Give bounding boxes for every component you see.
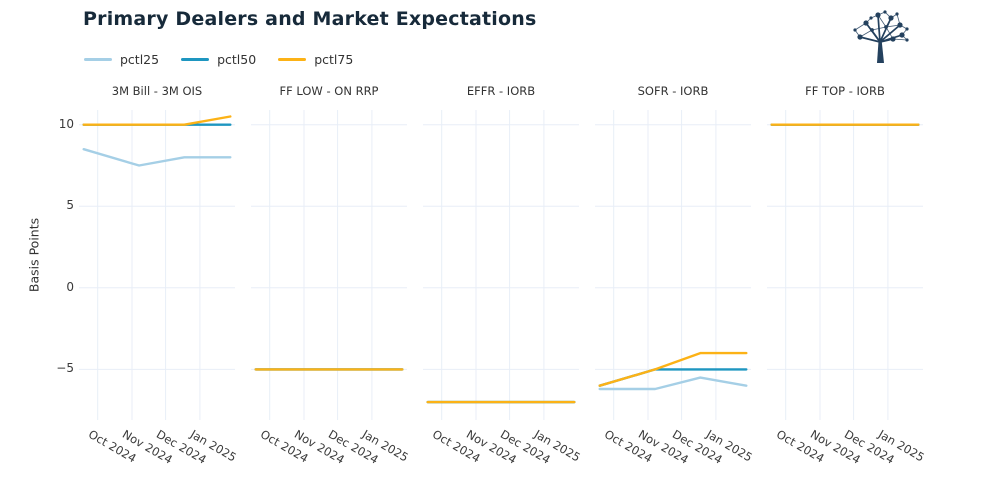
legend-line-swatch-pctl50 (181, 58, 210, 61)
series-line-pctl25 (598, 376, 748, 391)
facet-title: SOFR - IORB (637, 84, 709, 98)
y-tick-label: 0 (66, 279, 74, 294)
facet-plot-area[interactable] (595, 110, 751, 420)
legend-line-swatch-pctl75 (278, 58, 307, 61)
series-line-pctl25 (82, 148, 232, 167)
facet-plot-area[interactable] (251, 110, 407, 420)
facet-panel: EFFR - IORB Oct 2024 Nov 2024 Dec 2024 Jan 2… (423, 82, 583, 482)
legend: pctl25 pctl50 pctl75 (84, 52, 375, 67)
facet-title: FF TOP - IORB (805, 84, 885, 98)
facet-plot-area[interactable] (767, 110, 923, 420)
facet-title: 3M Bill - 3M OIS (111, 84, 203, 98)
page-title: Primary Dealers and Market Expectations (83, 8, 537, 30)
facet-plot-area[interactable] (79, 110, 235, 420)
network-tree-logo (853, 10, 909, 63)
facet-plot-area[interactable] (423, 110, 579, 420)
legend-item-pctl75[interactable]: pctl75 (278, 52, 353, 67)
facet-panel: FF TOP - IORB Oct 2024 Nov 2024 Dec 2024 Jan… (767, 82, 927, 482)
facet-panel: FF LOW - ON RRP Oct 2024 Nov 2024 Dec 2024 J… (251, 82, 411, 482)
legend-line-swatch-pctl25 (84, 58, 112, 61)
facet-panel: SOFR - IORB Oct 2024 Nov 2024 Dec 2024 Jan 2… (595, 82, 755, 482)
y-tick-label: 5 (66, 198, 74, 213)
y-tick-label: −5 (56, 361, 74, 376)
facet-title: EFFR - IORB (466, 84, 536, 98)
legend-item-pctl25[interactable]: pctl25 (84, 52, 159, 67)
legend-label: pctl75 (314, 52, 354, 67)
facet-panel: 3M Bill - 3M OIS Oct 2024 Nov 2024 Dec 2024… (79, 82, 239, 482)
series-line-pctl75 (598, 351, 748, 387)
legend-item-pctl50[interactable]: pctl50 (181, 52, 256, 67)
y-tick-label: 10 (58, 116, 74, 131)
facet-title: FF LOW - ON RRP (279, 84, 379, 98)
legend-label: pctl25 (120, 52, 160, 67)
legend-label: pctl50 (217, 52, 257, 67)
series-line-pctl75 (82, 115, 232, 126)
